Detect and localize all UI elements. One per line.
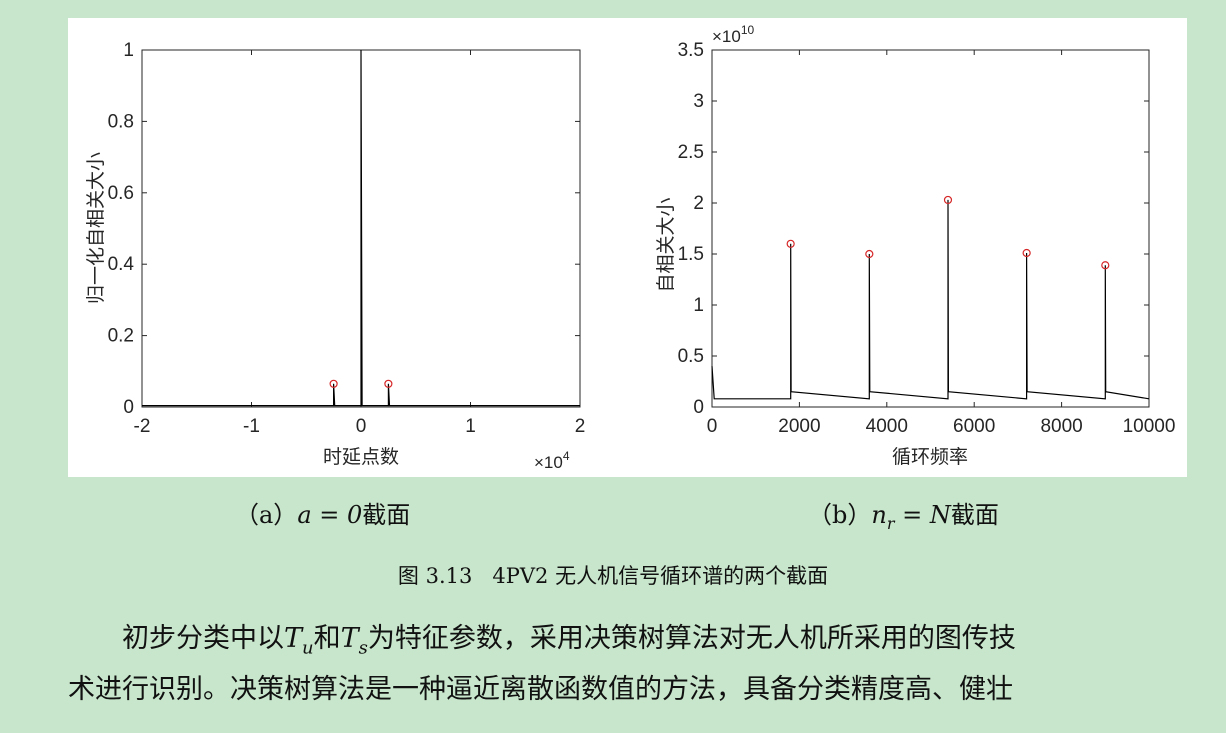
figure-svg: -2 -1 0 1 2 0 0.2 0.4 0.6 0.8 1 时延点数 归一化自相关大小 ×104… (85, 23, 1175, 472)
subcaption-b-math-rest: = N (894, 501, 951, 529)
chartB-xtick-label: 8000 (1040, 416, 1082, 437)
subcaption-b-math-n: n (871, 501, 887, 529)
chartA-xtick-label: 0 (356, 416, 367, 437)
figure-caption: 图 3.13 4PV2 无人机信号循环谱的两个截面 (397, 564, 829, 588)
chartA-ytick-label: 0.4 (108, 254, 135, 275)
chartA-series-line (142, 49, 580, 407)
chartB-xtick-label: 4000 (866, 416, 908, 437)
chartA-xtick-label: 1 (465, 416, 476, 437)
figure-panel: -2 -1 0 1 2 0 0.2 0.4 0.6 0.8 1 时延点数 归一化自相关大小 ×104… (68, 18, 1187, 477)
chartB-xtick-label: 0 (707, 416, 718, 437)
chartB-ytick-label: 0.5 (678, 346, 704, 367)
chartA-xtick-label: -1 (243, 416, 260, 437)
chartB-ytick-label: 3 (693, 91, 704, 112)
chart-a-ylabel: 归一化自相关大小 (85, 152, 107, 304)
chartB-ytick-label: 0 (693, 397, 704, 418)
chartA-ytick-label: 1 (123, 40, 134, 61)
chart-a-x-multiplier: ×104 (534, 449, 570, 472)
chartB-peak-marker (943, 195, 953, 205)
chart-a-xlabel: 时延点数 (323, 446, 399, 468)
subcaption-a-prefix: （a） (235, 501, 298, 529)
subcaption-b-math-sub: r (886, 513, 895, 533)
chartB-peak-marker (1022, 248, 1031, 258)
subcaption-b-suffix: 截面 (950, 501, 999, 529)
paragraph-text: 和 (313, 623, 341, 654)
chartA-xtick-label: -2 (134, 416, 151, 437)
subcaption-b-prefix: （b） (808, 501, 872, 529)
paragraph-text: 为特征参数，采用决策树算法对无人机所采用的图传技 (367, 623, 1016, 654)
chartB-ytick-label: 2.5 (678, 142, 704, 163)
chartA-ytick-label: 0 (123, 397, 134, 418)
chartA-ytick-label: 0.8 (108, 111, 134, 132)
chart-b-xlabel: 循环频率 (892, 446, 968, 468)
chartB-ytick-label: 2 (693, 193, 704, 214)
paragraph-line-1: 初步分类中以Tu和Ts为特征参数，采用决策树算法对无人机所采用的图传技 (68, 614, 1198, 673)
chart-b-axes-box (711, 49, 1150, 408)
chartA-ytick-label: 0.6 (108, 183, 134, 204)
chartB-xtick-label: 10000 (1123, 416, 1176, 437)
chartA-peak-marker (329, 379, 338, 388)
chart-b-ylabel: 自相关大小 (655, 197, 677, 292)
subcaption-a-math: a = 0 (297, 501, 363, 529)
chartB-peak-marker (786, 239, 795, 248)
math-sub-u: u (302, 637, 314, 659)
chartB-ytick-label: 1 (693, 295, 704, 316)
math-T: T (284, 623, 303, 654)
subcaption-b: （b）nr = N截面 (808, 495, 999, 533)
paragraph-line-2: 术进行识别。决策树算法是一种逼近离散函数值的方法，具备分类精度高、健壮 (68, 674, 1013, 705)
chart-a: -2 -1 0 1 2 0 0.2 0.4 0.6 0.8 1 时延点数 归一化自相关大小 ×104 (85, 40, 585, 472)
chartB-peak-marker (865, 249, 874, 259)
chartA-peak-marker (384, 379, 393, 388)
paragraph-text: 初步分类中以 (122, 623, 284, 654)
subcaption-a: （a）a = 0截面 (235, 495, 410, 530)
chartB-ytick-label: 3.5 (678, 40, 704, 61)
chartB-xtick-label: 2000 (778, 416, 820, 437)
math-T: T (340, 623, 359, 654)
chartA-ytick-label: 0.2 (108, 326, 134, 347)
chartB-ytick-label: 1.5 (678, 244, 704, 265)
chartB-peak-marker (1101, 261, 1110, 270)
chartB-series-line (711, 199, 1150, 400)
chartB-xtick-label: 6000 (953, 416, 995, 437)
math-sub-s: s (358, 637, 368, 659)
chart-b: 0 2000 4000 6000 8000 10000 0 0.5 1 1.5 2 2.5 3 3.5 循… (655, 23, 1175, 468)
chart-b-y-multiplier: ×1010 (712, 23, 755, 46)
subcaption-a-suffix: 截面 (362, 501, 411, 529)
chartA-xtick-label: 2 (575, 416, 586, 437)
